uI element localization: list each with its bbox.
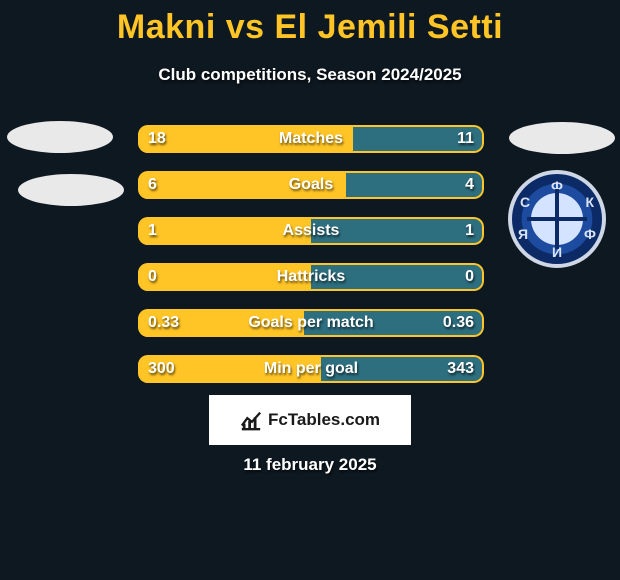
stat-label: Goals <box>138 171 484 199</box>
stat-label: Min per goal <box>138 355 484 383</box>
team-b-crest: Ф К Ф И Я С <box>508 170 606 268</box>
stat-row: 1811Matches <box>138 125 484 153</box>
vs-separator: vs <box>226 8 265 46</box>
crest-letter: К <box>585 194 594 210</box>
stat-label: Assists <box>138 217 484 245</box>
fctables-logo-icon <box>240 409 262 431</box>
branding-badge: FcTables.com <box>209 395 411 445</box>
crest-letter: Я <box>518 226 528 242</box>
stat-label: Hattricks <box>138 263 484 291</box>
team-a-badge-upper <box>7 121 113 153</box>
team-a-badge-lower <box>18 174 124 206</box>
branding-text: FcTables.com <box>268 410 380 430</box>
subtitle: Club competitions, Season 2024/2025 <box>0 65 620 85</box>
stat-row: 00Hattricks <box>138 263 484 291</box>
stat-row: 64Goals <box>138 171 484 199</box>
player-b-name: El Jemili Setti <box>275 8 504 46</box>
crest-letter: С <box>520 194 530 210</box>
crest-letter: Ф <box>584 226 596 242</box>
stat-row: 11Assists <box>138 217 484 245</box>
team-b-badge-upper <box>509 122 615 154</box>
stat-label: Goals per match <box>138 309 484 337</box>
comparison-chart: 1811Matches 64Goals 11Assists 00Hattricks 0.… <box>138 125 484 401</box>
crest-inner-icon <box>531 193 583 245</box>
date-line: 11 february 2025 <box>0 455 620 475</box>
player-a-name: Makni <box>117 8 216 46</box>
page-title: Makni vs El Jemili Setti <box>0 0 620 47</box>
stat-row: 0.330.36Goals per match <box>138 309 484 337</box>
stat-row: 300343Min per goal <box>138 355 484 383</box>
stat-label: Matches <box>138 125 484 153</box>
